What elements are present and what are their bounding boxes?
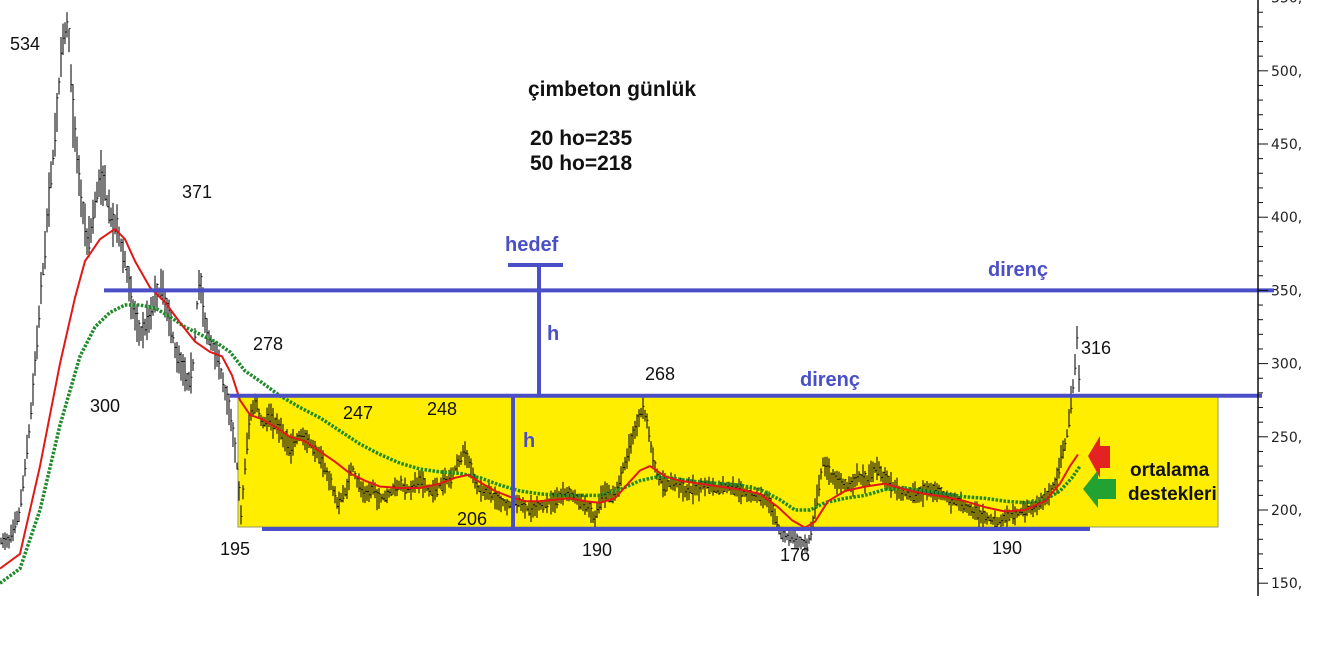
ma50-line	[0, 303, 1082, 585]
price-label-248: 248	[427, 399, 457, 419]
upper-resistance-label: direnç	[988, 259, 1048, 281]
red-arrow-icon	[1088, 436, 1110, 478]
y-tick-label: 500,	[1271, 64, 1302, 80]
ma-support-label-1: ortalama	[1130, 460, 1210, 481]
green-arrow-icon	[1083, 470, 1116, 508]
ma20-info: 20 ho=235	[530, 127, 632, 150]
price-label-316: 316	[1081, 338, 1111, 358]
chart-title: çimbeton günlük	[528, 78, 696, 101]
moving-averages	[0, 227, 1082, 585]
y-tick-label: 300,	[1271, 357, 1302, 373]
lower-resistance-label: direnç	[800, 369, 860, 391]
price-label-371: 371	[182, 182, 212, 202]
price-label-195: 195	[220, 539, 250, 559]
price-label-247: 247	[343, 403, 373, 423]
target-label: hedef	[505, 234, 559, 256]
consolidation-box	[237, 395, 1219, 528]
ma20-line	[0, 227, 1079, 570]
price-label-278: 278	[253, 334, 283, 354]
ma-support-label-2: destekleri	[1128, 484, 1217, 505]
price-label-176: 176	[780, 545, 810, 565]
y-tick-label: 550,	[1271, 0, 1302, 7]
y-tick-label: 400,	[1271, 210, 1302, 226]
y-tick-label: 250,	[1271, 430, 1302, 446]
y-tick-label: 150,	[1271, 576, 1302, 592]
h-label-lower: h	[523, 430, 535, 452]
y-tick-label: 350,	[1271, 283, 1302, 299]
y-tick-label: 450,	[1271, 137, 1302, 153]
h-label-upper: h	[547, 323, 559, 345]
price-label-190a: 190	[582, 540, 612, 560]
price-label-190b: 190	[992, 538, 1022, 558]
ma50-info: 50 ho=218	[530, 152, 632, 175]
price-label-534: 534	[10, 34, 40, 54]
price-label-268: 268	[645, 364, 675, 384]
y-axis: 150, 200, 250, 300, 350, 400, 450, 500, 550,	[1258, 0, 1302, 592]
price-label-206: 206	[457, 509, 487, 529]
y-tick-label: 200,	[1271, 503, 1302, 519]
price-label-300: 300	[90, 396, 120, 416]
